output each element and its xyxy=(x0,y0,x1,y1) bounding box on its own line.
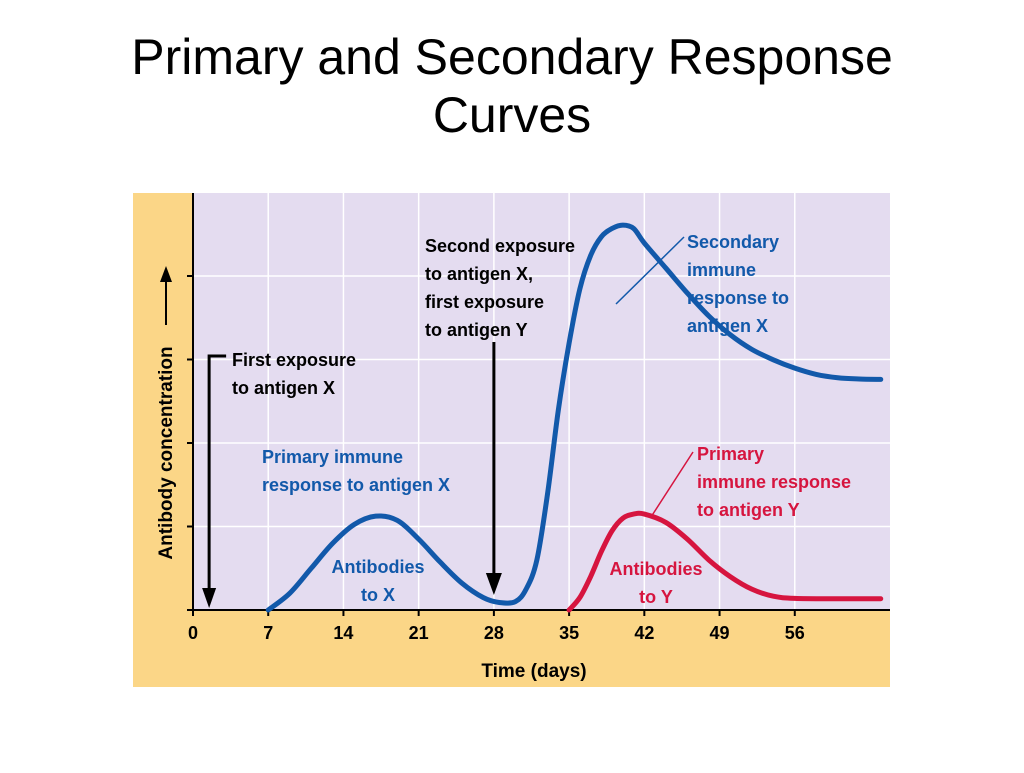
second-exposure-label-line4: to antigen Y xyxy=(425,320,528,340)
x-tick-label: 7 xyxy=(263,623,273,643)
secondary-x-label-line3: response to xyxy=(687,288,789,308)
secondary-x-label-line1: Secondary xyxy=(687,232,779,252)
x-tick-label: 14 xyxy=(333,623,353,643)
primary-y-label-line3: to antigen Y xyxy=(697,500,800,520)
antibodies-y-label-line2: to Y xyxy=(639,587,673,607)
antibodies-x-label-line2: to X xyxy=(361,585,395,605)
secondary-x-label-line2: immune xyxy=(687,260,756,280)
x-tick-label: 49 xyxy=(710,623,730,643)
antibodies-y-label-line1: Antibodies xyxy=(610,559,703,579)
second-exposure-label-line2: to antigen X, xyxy=(425,264,533,284)
primary-y-label-line1: Primary xyxy=(697,444,764,464)
first-exposure-label-line1: First exposure xyxy=(232,350,356,370)
chart-container: 0 7 14 21 28 35 42 49 56 Antibody concentration … xyxy=(0,0,1024,768)
primary-x-label-line2: response to antigen X xyxy=(262,475,450,495)
secondary-x-label-line4: antigen X xyxy=(687,316,768,336)
y-axis-title: Antibody concentration xyxy=(156,346,177,559)
x-tick-label: 21 xyxy=(409,623,429,643)
x-tick-label: 0 xyxy=(188,623,198,643)
x-axis-title: Time (days) xyxy=(481,661,586,682)
x-tick-label: 56 xyxy=(785,623,805,643)
second-exposure-label-line1: Second exposure xyxy=(425,236,575,256)
primary-y-label-line2: immune response xyxy=(697,472,851,492)
response-curves-chart: 0 7 14 21 28 35 42 49 56 Antibody concentration … xyxy=(0,0,1024,768)
x-tick-label: 42 xyxy=(634,623,654,643)
first-exposure-label-line2: to antigen X xyxy=(232,378,335,398)
antibodies-x-label-line1: Antibodies xyxy=(332,557,425,577)
x-tick-label: 28 xyxy=(484,623,504,643)
primary-x-label-line1: Primary immune xyxy=(262,447,403,467)
x-tick-label: 35 xyxy=(559,623,579,643)
second-exposure-label-line3: first exposure xyxy=(425,292,544,312)
